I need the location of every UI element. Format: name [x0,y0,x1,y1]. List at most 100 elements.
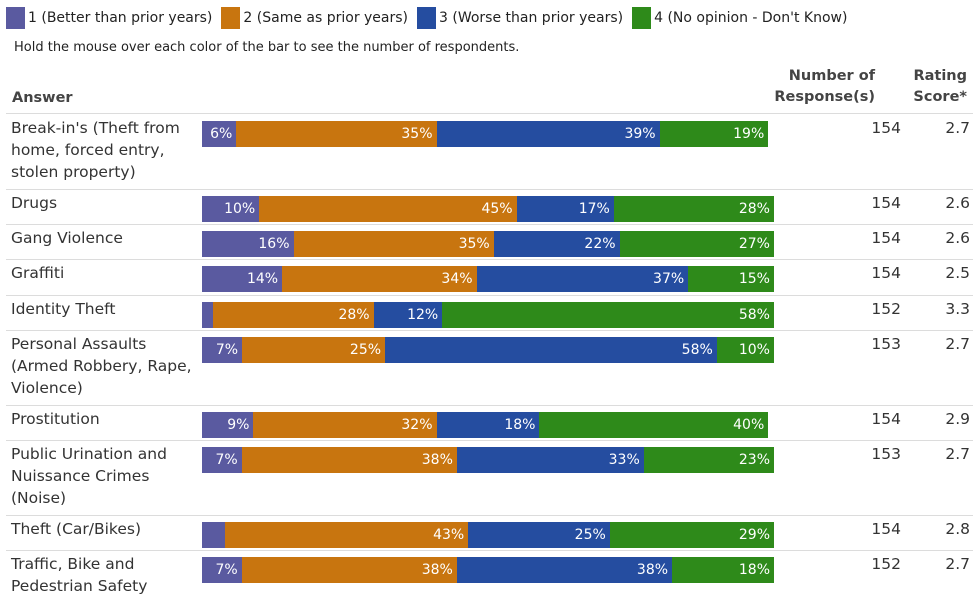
bar-segment[interactable]: 29% [609,522,775,548]
bar-segment[interactable]: 38% [241,447,457,473]
bar-segment[interactable]: 28% [613,196,774,222]
legend-label: 2 (Same as prior years) [243,10,409,26]
bar-segment[interactable]: 7% [202,557,242,583]
rating-score: 2.7 [945,555,970,573]
bar-segment[interactable]: 17% [516,196,614,222]
bar-segment[interactable]: 22% [493,231,620,257]
answer-label: Traffic, Bike and Pedestrian Safety [11,555,148,595]
bar-segment[interactable]: 37% [476,266,689,292]
segment-value-label: 58% [681,342,713,358]
bar-segment[interactable]: 25% [468,522,610,548]
response-count: 154 [871,520,901,538]
answer-label: Prostitution [11,410,100,428]
response-count: 152 [871,300,901,318]
segment-value-label: 40% [733,417,765,433]
bar-segment[interactable]: 58% [385,337,717,363]
legend-swatch [6,7,25,29]
bar-segment[interactable]: 43% [224,522,469,548]
bar-segment[interactable]: 38% [456,557,673,583]
segment-value-label: 9% [227,417,250,433]
stacked-bar[interactable]: 43% 25% 29% [202,522,775,548]
bar-segment[interactable]: 34% [282,266,477,292]
segment-value-label: 28% [738,201,770,217]
rating-score-header: Rating Score* [913,66,967,108]
bar-segment[interactable]: 9% [202,412,254,438]
segment-value-label: 33% [608,452,640,468]
row-divider [6,295,973,296]
bar-segment[interactable]: 18% [672,557,774,583]
bar-segment[interactable]: 32% [253,412,437,438]
stacked-bar[interactable]: 7% 38% 38% 18% [202,557,774,583]
responses-header-line2: Response(s) [774,89,875,105]
bar-segment[interactable]: 15% [688,266,774,292]
segment-value-label: 7% [215,562,238,578]
bar-segment[interactable]: 7% [202,447,242,473]
bar-segment[interactable]: 23% [643,447,774,473]
bar-segment[interactable]: 12% [373,302,443,328]
segment-value-label: 27% [738,236,770,252]
segment-value-label: 16% [258,236,290,252]
bar-segment[interactable]: 14% [202,266,283,292]
stacked-bar[interactable]: 16% 35% 22% 27% [202,231,774,257]
bar-segment[interactable]: 10% [716,337,774,363]
stacked-bar[interactable]: 14% 34% 37% 15% [202,266,774,292]
segment-value-label: 17% [578,201,610,217]
legend-item-3: 3 (Worse than prior years) [417,7,623,29]
segment-value-label: 58% [738,307,770,323]
stacked-bar[interactable]: 7% 38% 33% 23% [202,447,774,473]
segment-value-label: 39% [624,126,656,142]
segment-value-label: 43% [433,527,465,543]
bar-segment[interactable]: 40% [539,412,769,438]
segment-value-label: 10% [738,342,770,358]
response-count: 153 [871,445,901,463]
response-count: 154 [871,410,901,428]
stacked-bar[interactable]: 7% 25% 58% 10% [202,337,774,363]
segment-value-label: 32% [401,417,433,433]
answer-label: Personal Assaults (Armed Robbery, Rape, … [11,335,192,397]
rating-header-line1: Rating [913,68,967,84]
segment-value-label: 22% [584,236,616,252]
rating-score: 2.8 [945,520,970,538]
rating-score: 2.7 [945,335,970,353]
bar-segment[interactable]: 16% [202,231,294,257]
legend-item-2: 2 (Same as prior years) [221,7,408,29]
bar-segment[interactable] [202,302,214,328]
segment-value-label: 25% [349,342,382,358]
segment-value-label: 37% [653,271,685,287]
stacked-bar[interactable]: 9% 32% 18% 40% [202,412,774,438]
legend-label: 3 (Worse than prior years) [439,10,624,26]
bar-segment[interactable]: 58% [442,302,774,328]
legend-swatch [221,7,241,29]
row-divider [6,515,973,516]
legend-label: 4 (No opinion - Don't Know) [654,10,848,26]
bar-segment[interactable]: 18% [436,412,540,438]
bar-segment[interactable] [202,522,225,548]
bar-segment[interactable]: 38% [241,557,457,583]
segment-value-label: 38% [421,452,453,468]
answer-label: Break-in's (Theft from home, forced entr… [11,119,180,181]
bar-segment[interactable]: 35% [293,231,494,257]
bar-segment[interactable]: 6% [202,121,237,147]
legend-item-1: 1 (Better than prior years) [6,7,212,29]
bar-segment[interactable]: 25% [242,337,386,363]
segment-value-label: 38% [636,562,669,578]
segment-value-label: 12% [407,307,439,323]
legend-label: 1 (Better than prior years) [28,10,213,26]
bar-segment[interactable]: 35% [236,121,437,147]
stacked-bar[interactable]: 6% 35% 39% 19% [202,121,774,147]
row-divider [6,189,973,190]
segment-value-label: 38% [421,562,453,578]
bar-segment[interactable]: 10% [202,196,260,222]
stacked-bar[interactable]: 28% 12% 58% [202,302,774,328]
bar-segment[interactable]: 27% [619,231,774,257]
row-divider [6,259,973,260]
stacked-bar[interactable]: 10% 45% 17% 28% [202,196,774,222]
rating-score: 2.6 [945,229,970,247]
bar-segment[interactable]: 45% [259,196,517,222]
segment-value-label: 34% [441,271,473,287]
bar-segment[interactable]: 7% [202,337,243,363]
bar-segment[interactable]: 19% [659,121,769,147]
bar-segment[interactable]: 39% [436,121,660,147]
bar-segment[interactable]: 28% [213,302,374,328]
bar-segment[interactable]: 33% [456,447,644,473]
